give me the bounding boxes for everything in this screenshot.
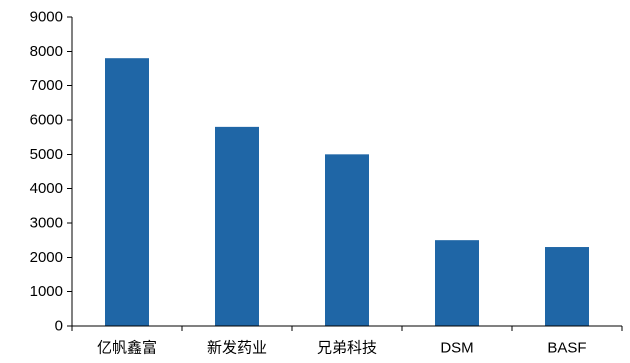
y-tick-label: 2000 (30, 249, 63, 266)
y-tick-label: 1000 (30, 283, 63, 300)
x-category-label: 亿帆鑫富 (97, 339, 157, 357)
y-tick-label: 0 (55, 318, 63, 335)
y-tick-label: 9000 (30, 9, 63, 26)
y-tick-label: 7000 (30, 77, 63, 94)
bar (105, 58, 149, 326)
x-category-label: DSM (440, 340, 473, 357)
x-category-label: BASF (547, 340, 586, 357)
x-category-label: 兄弟科技 (317, 340, 377, 357)
bar (325, 154, 369, 326)
y-tick-label: 4000 (30, 180, 63, 197)
x-category-label: 新发药业 (207, 340, 267, 357)
y-tick-label: 6000 (30, 112, 63, 129)
bar (435, 240, 479, 326)
y-tick-label: 8000 (30, 43, 63, 60)
bar (215, 126, 259, 326)
axes-layer (71, 17, 622, 327)
x-axis-ticks: 亿帆鑫富 新发药业 兄弟科技 DSM BASF (71, 326, 623, 357)
y-tick-label: 5000 (30, 146, 63, 163)
bars-layer (105, 58, 589, 326)
y-axis-ticks: 0 1000 2000 3000 4000 5000 6000 7000 8000 9000 (30, 9, 72, 335)
bar (545, 247, 589, 326)
y-tick-label: 3000 (30, 215, 63, 232)
